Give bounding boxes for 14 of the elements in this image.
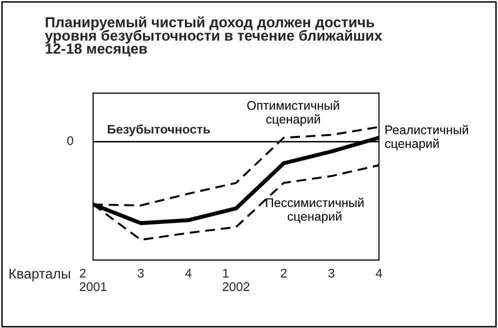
x-tick-label: 4 <box>185 268 192 278</box>
series-label: Реалистичный сценарий <box>385 124 468 150</box>
x-tick-label: 4 <box>376 268 382 278</box>
x-axis-title: Кварталы <box>10 268 70 282</box>
series-label: Оптимистичный сценарий <box>247 100 339 126</box>
chart-title: Планируемый чистый доход должен достичь уровня безубыточности в течение ближайших 12-18 месяцев <box>44 16 382 57</box>
x-tick-label: 3 <box>328 268 334 278</box>
x-tick-label: 2 <box>280 268 287 278</box>
x-tick-label: 3 <box>138 268 144 278</box>
series-label: Пессимистичный сценарий <box>266 198 364 224</box>
ref-line-label: Безубыточность <box>108 124 210 136</box>
x-tick-label: 1 2002 <box>222 268 250 292</box>
x-tick-label: 2 2001 <box>80 268 106 292</box>
text: 0 <box>67 136 74 146</box>
